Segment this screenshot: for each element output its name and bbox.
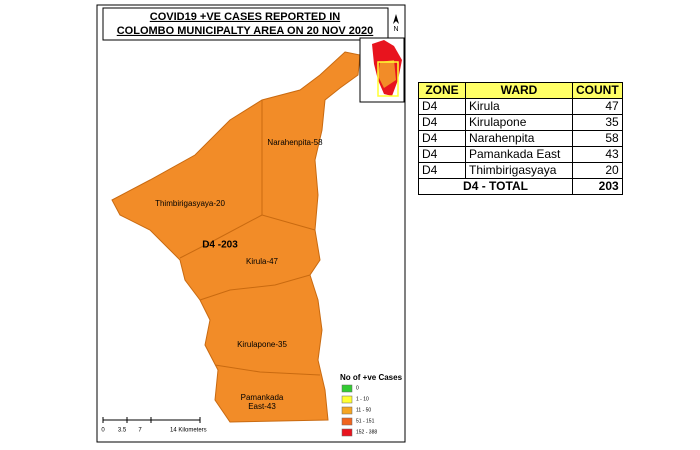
header-cell: COUNT [572,82,623,99]
table-cell: D4 [418,130,466,147]
map-title: COLOMBO MUNICIPALTY AREA ON 20 NOV 2020 [117,25,374,37]
table-row: D4 Kirulapone 35 [418,114,623,131]
table-cell: D4 [418,162,466,179]
ward-label: East-43 [248,402,276,411]
total-value: 203 [572,178,623,195]
legend-swatch [341,428,353,437]
legend-swatch [341,395,353,404]
table-row: D4 Narahenpita 58 [418,130,623,147]
scale-bar [102,417,201,423]
table-row: D4 Thimbirigasyaya 20 [418,162,623,179]
table-cell: 47 [572,98,623,115]
legend-label: 0 [356,385,359,391]
table-cell: D4 [418,146,466,163]
table-cell: 58 [572,130,623,147]
ward-boundary [199,274,311,301]
table-body: D4 Kirula 47 D4 Kirulapone 35 D4 Narahenpita 58 D… [418,98,623,195]
table-header: ZONE WARD COUNT [418,82,623,99]
total-row: D4 - TOTAL 203 [418,178,623,195]
table-row: D4 Kirula 47 [418,98,623,115]
inset-map [378,60,396,88]
legend: 0 1 - 10 11 - 50 51 - 151 152 - 388 [341,384,377,437]
table-cell: D4 [418,98,466,115]
north-arrow [393,14,399,24]
ward-boundary [179,214,263,259]
district-label: D4 -203 [202,240,238,251]
header-cell: WARD [465,82,573,99]
table-cell: Thimbirigasyaya [465,162,573,179]
table-cell: Kirula [465,98,573,115]
legend-label: 51 - 151 [356,418,375,424]
scale-label: 0 [101,428,105,434]
inset-highlight [377,61,399,97]
table-cell: Pamankada East [465,146,573,163]
legend-label: 152 - 388 [356,429,377,435]
table-cell: D4 [418,114,466,131]
table-cell: 43 [572,146,623,163]
ward-label: Kirulapone-35 [237,340,287,349]
scale-label: 3.5 [118,428,127,434]
legend-title: No of +ve Cases [340,373,403,382]
ward-label: Pamankada [241,393,284,402]
scale-label: 7 [138,428,142,434]
map-title: COVID19 +VE CASES REPORTED IN [150,11,340,23]
ward-boundary [214,364,321,376]
ward-label: Kirula-47 [246,257,279,266]
case-table: ZONE WARD COUNT D4 Kirula 47 D4 Kirulapone 35… [418,82,623,195]
title-box [102,7,389,41]
table-cell: 35 [572,114,623,131]
header-cell: ZONE [418,82,466,99]
legend-swatch [341,406,353,415]
ward-label: Thimbirigasyaya-20 [155,199,225,208]
ward-label: Narahenpita-58 [267,138,323,147]
legend-swatch [341,417,353,426]
table-cell: Narahenpita [465,130,573,147]
district-area [111,51,361,423]
legend-label: 1 - 10 [356,396,369,402]
table-cell: Kirulapone [465,114,573,131]
legend-label: 11 - 50 [356,407,371,413]
north-label: N [393,26,398,33]
total-label: D4 - TOTAL [418,178,573,195]
table-cell: 20 [572,162,623,179]
table-row: D4 Pamankada East 43 [418,146,623,163]
legend-swatch [341,384,353,393]
scale-label: 14 Kilometers [170,428,207,434]
